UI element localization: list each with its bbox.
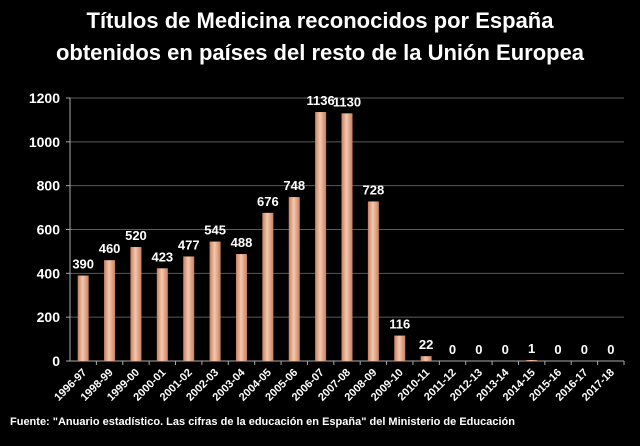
y-tick-label: 800 <box>37 178 61 194</box>
data-label: 1 <box>528 341 535 356</box>
data-label: 1136 <box>307 93 335 108</box>
bar <box>104 260 116 361</box>
source-note: Fuente: "Anuario estadístico. Las cifras… <box>10 416 515 428</box>
data-label: 0 <box>554 342 561 357</box>
chart-title-line-2: obtenidos en países del resto de la Unió… <box>55 40 585 65</box>
y-tick-label: 600 <box>37 222 61 238</box>
data-label: 390 <box>72 257 94 272</box>
data-label: 477 <box>178 237 200 252</box>
chart-title-line-1: Títulos de Medicina reconocidos por Espa… <box>86 8 554 33</box>
bar <box>420 356 432 361</box>
data-label: 460 <box>99 241 121 256</box>
data-label: 22 <box>419 337 433 352</box>
bar <box>156 268 168 361</box>
y-tick-label: 0 <box>52 353 60 369</box>
y-tick-label: 1000 <box>29 134 60 150</box>
bar <box>526 360 538 361</box>
y-tick-label: 400 <box>37 265 61 281</box>
data-label: 423 <box>151 249 173 264</box>
bar <box>288 197 300 361</box>
bar <box>315 112 327 361</box>
data-label: 748 <box>283 178 305 193</box>
data-label: 728 <box>363 182 385 197</box>
data-label: 488 <box>231 235 253 250</box>
data-label: 0 <box>449 342 456 357</box>
bar <box>209 241 221 361</box>
data-label: 676 <box>257 194 279 209</box>
data-label: 116 <box>389 317 410 332</box>
data-label: 0 <box>607 342 614 357</box>
bar <box>262 212 274 361</box>
data-label: 0 <box>502 342 509 357</box>
bar <box>235 254 247 361</box>
data-label: 1130 <box>333 94 361 109</box>
y-tick-label: 1200 <box>29 90 60 106</box>
data-label: 0 <box>581 342 588 357</box>
data-label: 520 <box>125 228 147 243</box>
bar <box>341 113 353 361</box>
bar <box>130 247 142 361</box>
bar <box>394 335 406 361</box>
y-tick-label: 200 <box>37 309 61 325</box>
data-label: 545 <box>204 223 226 238</box>
bar <box>367 201 379 361</box>
bar <box>77 275 89 361</box>
bar <box>183 256 195 361</box>
data-label: 0 <box>475 342 482 357</box>
